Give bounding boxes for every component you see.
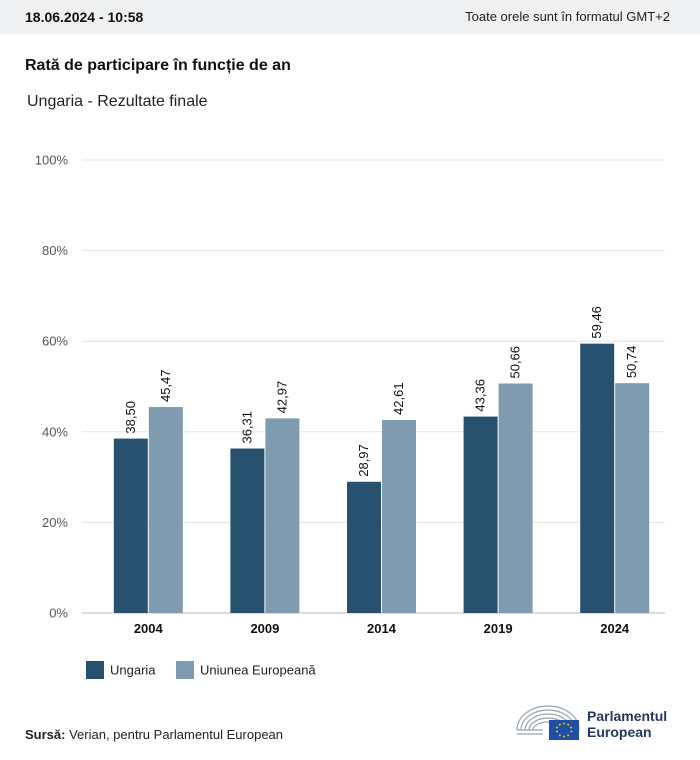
data-label: 59,46 [589, 306, 604, 339]
data-label: 42,61 [391, 382, 406, 415]
x-tick-label: 2009 [250, 621, 279, 636]
logo-text: Parlamentul European [587, 708, 667, 740]
logo-line-2: European [587, 724, 652, 740]
bar-ungaria [580, 343, 615, 613]
timezone-note: Toate orele sunt în formatul GMT+2 [465, 9, 670, 24]
data-label: 50,74 [624, 346, 639, 379]
bar-ue [265, 418, 300, 613]
bar-ue [382, 419, 416, 613]
y-tick-label: 100% [35, 153, 69, 168]
logo-line-1: Parlamentul [587, 708, 668, 724]
data-label: 28,97 [356, 444, 371, 477]
data-label: 50,66 [508, 346, 523, 379]
y-tick-label: 0% [49, 606, 68, 621]
y-tick-label: 20% [42, 515, 68, 530]
data-label: 42,97 [274, 381, 289, 414]
x-tick-label: 2019 [484, 621, 513, 636]
european-parliament-logo: Parlamentul European [515, 700, 685, 744]
source-label: Sursă: [25, 727, 66, 742]
bar-chart: 0% 20% 40% 60% 80% 100% 38,50 45,47 2004 36,31 42,… [35, 153, 665, 636]
legend-swatch-ungaria [86, 661, 104, 679]
data-label: 43,36 [473, 379, 488, 412]
top-bar: 18.06.2024 - 10:58 Toate orele sunt în f… [0, 0, 700, 34]
data-label: 38,50 [123, 401, 138, 434]
legend-label-ungaria: Ungaria [110, 662, 156, 678]
bar-ungaria [230, 448, 265, 613]
legend-swatch-ue [176, 661, 194, 679]
x-tick-label: 2004 [134, 621, 164, 636]
bar-ungaria [347, 481, 381, 613]
bar-ue [498, 383, 533, 613]
timestamp: 18.06.2024 - 10:58 [25, 9, 144, 25]
source-note: Sursă: Verian, pentru Parlamentul Europe… [25, 727, 283, 742]
data-label: 45,47 [158, 369, 173, 402]
source-text: Verian, pentru Parlamentul European [69, 727, 284, 742]
x-tick-label: 2014 [367, 621, 397, 636]
data-label: 36,31 [239, 411, 254, 444]
bar-ungaria [113, 438, 148, 613]
bar-ue [615, 383, 650, 613]
chart-subtitle: Ungaria - Rezultate finale [27, 93, 208, 110]
parliament-emblem-icon [516, 705, 580, 740]
legend-label-ue: Uniunea Europeană [200, 662, 316, 678]
bar-ue [148, 407, 183, 613]
legend-item-ungaria: Ungaria [86, 661, 156, 679]
y-tick-label: 80% [42, 243, 68, 258]
bar-ungaria [463, 416, 498, 613]
x-tick-label: 2024 [600, 621, 630, 636]
chart-title: Rată de participare în funcție de an [25, 57, 291, 74]
y-tick-label: 60% [42, 334, 68, 349]
legend-item-ue: Uniunea Europeană [176, 661, 316, 679]
y-tick-label: 40% [42, 424, 68, 439]
